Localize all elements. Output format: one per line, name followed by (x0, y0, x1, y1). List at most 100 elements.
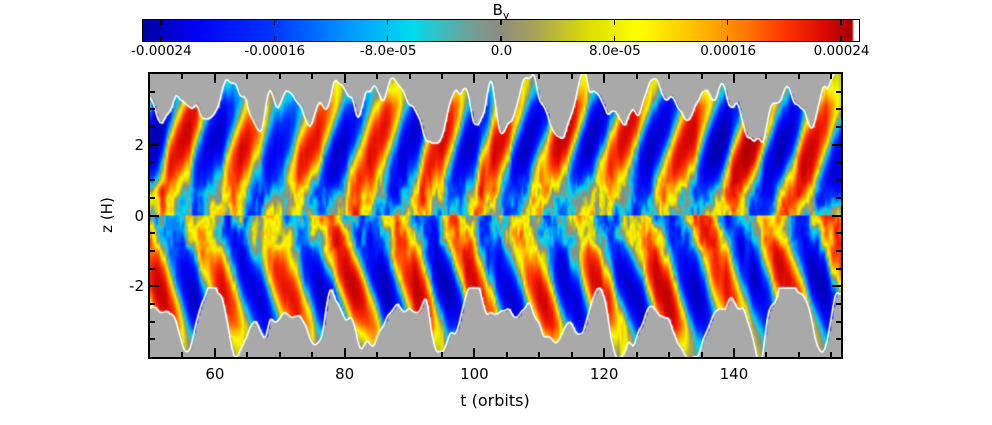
axis-tick-mark (343, 348, 346, 357)
axis-tick-mark (150, 285, 159, 288)
axis-tick-mark (408, 74, 411, 79)
axis-tick-mark (836, 267, 841, 270)
axis-tick-mark (836, 249, 841, 252)
axis-tick-mark (830, 74, 833, 79)
y-axis-tick-label: -2 (129, 277, 144, 296)
axis-tick-mark (836, 161, 841, 164)
axis-tick-mark (150, 338, 155, 341)
axis-tick-mark (732, 74, 735, 83)
axis-tick-mark (570, 74, 573, 79)
axis-tick-mark (603, 74, 606, 83)
x-axis-tick-label: 140 (719, 365, 749, 383)
axis-tick-mark (832, 285, 841, 288)
axis-tick-mark (473, 74, 476, 83)
axis-tick-mark (150, 161, 155, 164)
colorbar-tick-mark (613, 36, 616, 41)
axis-tick-mark (836, 302, 841, 305)
axis-tick-mark (150, 267, 155, 270)
axis-tick-mark (440, 352, 443, 357)
axis-tick-mark (765, 352, 768, 357)
axis-tick-mark (668, 352, 671, 357)
colorbar-tick-label: 0.00016 (700, 43, 757, 59)
x-axis-label: t (orbits) (460, 391, 530, 410)
x-axis-tick-label: 80 (335, 365, 355, 383)
colorbar-tick-label: 0.00024 (813, 43, 870, 59)
axis-tick-mark (150, 196, 155, 199)
axis-tick-mark (343, 74, 346, 83)
y-axis-tick-label: 2 (134, 135, 144, 154)
axis-tick-mark (376, 74, 379, 79)
x-axis-tick-label: 100 (460, 365, 489, 383)
x-axis-tick-label: 60 (205, 365, 225, 383)
axis-tick-mark (150, 126, 155, 129)
y-axis-label: z (H) (98, 197, 116, 233)
axis-tick-mark (150, 232, 155, 235)
axis-tick-mark (181, 352, 184, 357)
colorbar-tick-mark (160, 36, 162, 41)
axis-tick-mark (213, 348, 216, 357)
colorbar-tick-label: 8.0e-05 (588, 43, 641, 59)
y-axis-tick-label: 0 (134, 206, 144, 225)
axis-tick-mark (603, 348, 606, 357)
axis-tick-mark (376, 352, 379, 357)
axis-tick-mark (311, 74, 314, 79)
colorbar-title-sub: y (502, 9, 510, 22)
axis-tick-mark (246, 352, 249, 357)
heatmap-canvas (150, 74, 841, 357)
axis-tick-mark (797, 352, 800, 357)
colorbar-tick-mark (386, 36, 389, 41)
colorbar-tick-label: 0.0 (490, 43, 513, 59)
colorbar-tick-label: -0.00024 (131, 43, 192, 59)
axis-tick-mark (836, 126, 841, 129)
colorbar-tick-mark (273, 20, 276, 25)
heatmap-plot-area (148, 72, 843, 359)
axis-tick-mark (797, 74, 800, 79)
axis-tick-mark (150, 143, 159, 146)
axis-tick-mark (408, 352, 411, 357)
axis-tick-mark (181, 74, 184, 79)
colorbar-tick-mark (160, 20, 162, 25)
axis-tick-mark (278, 74, 281, 79)
axis-tick-mark (150, 179, 155, 182)
axis-tick-mark (538, 352, 541, 357)
axis-tick-mark (668, 74, 671, 79)
axis-tick-mark (150, 214, 159, 217)
axis-tick-mark (836, 196, 841, 199)
axis-tick-mark (505, 74, 508, 79)
axis-tick-mark (832, 143, 841, 146)
colorbar-tick-mark (500, 36, 502, 41)
axis-tick-mark (505, 352, 508, 357)
axis-tick-mark (440, 74, 443, 79)
axis-tick-mark (570, 352, 573, 357)
colorbar-tick-mark (613, 20, 616, 25)
colorbar-tick-mark (726, 20, 729, 25)
colorbar-tick-label: -0.00016 (244, 43, 306, 59)
x-axis-tick-label: 120 (589, 365, 619, 383)
axis-tick-mark (836, 179, 841, 182)
axis-tick-mark (246, 74, 249, 79)
axis-tick-mark (150, 302, 155, 305)
colorbar-tick-label: -8.0e-05 (359, 43, 417, 59)
axis-tick-mark (311, 352, 314, 357)
axis-tick-mark (150, 108, 155, 111)
axis-tick-mark (836, 338, 841, 341)
axis-tick-mark (635, 352, 638, 357)
colorbar-title: By (401, 1, 601, 22)
axis-tick-mark (700, 74, 703, 79)
axis-tick-mark (213, 74, 216, 83)
colorbar-tick-mark (840, 36, 842, 41)
colorbar-tick-mark (273, 36, 276, 41)
colorbar-title-base: B (492, 1, 503, 19)
axis-tick-mark (832, 214, 841, 217)
colorbar-gradient (142, 19, 860, 42)
axis-tick-mark (836, 232, 841, 235)
axis-tick-mark (836, 90, 841, 93)
axis-tick-mark (635, 74, 638, 79)
colorbar-tick-mark (726, 36, 729, 41)
axis-tick-mark (732, 348, 735, 357)
axis-tick-mark (836, 108, 841, 111)
axis-tick-mark (700, 352, 703, 357)
axis-tick-mark (836, 320, 841, 323)
colorbar-tick-mark (500, 20, 502, 25)
axis-tick-mark (150, 249, 155, 252)
